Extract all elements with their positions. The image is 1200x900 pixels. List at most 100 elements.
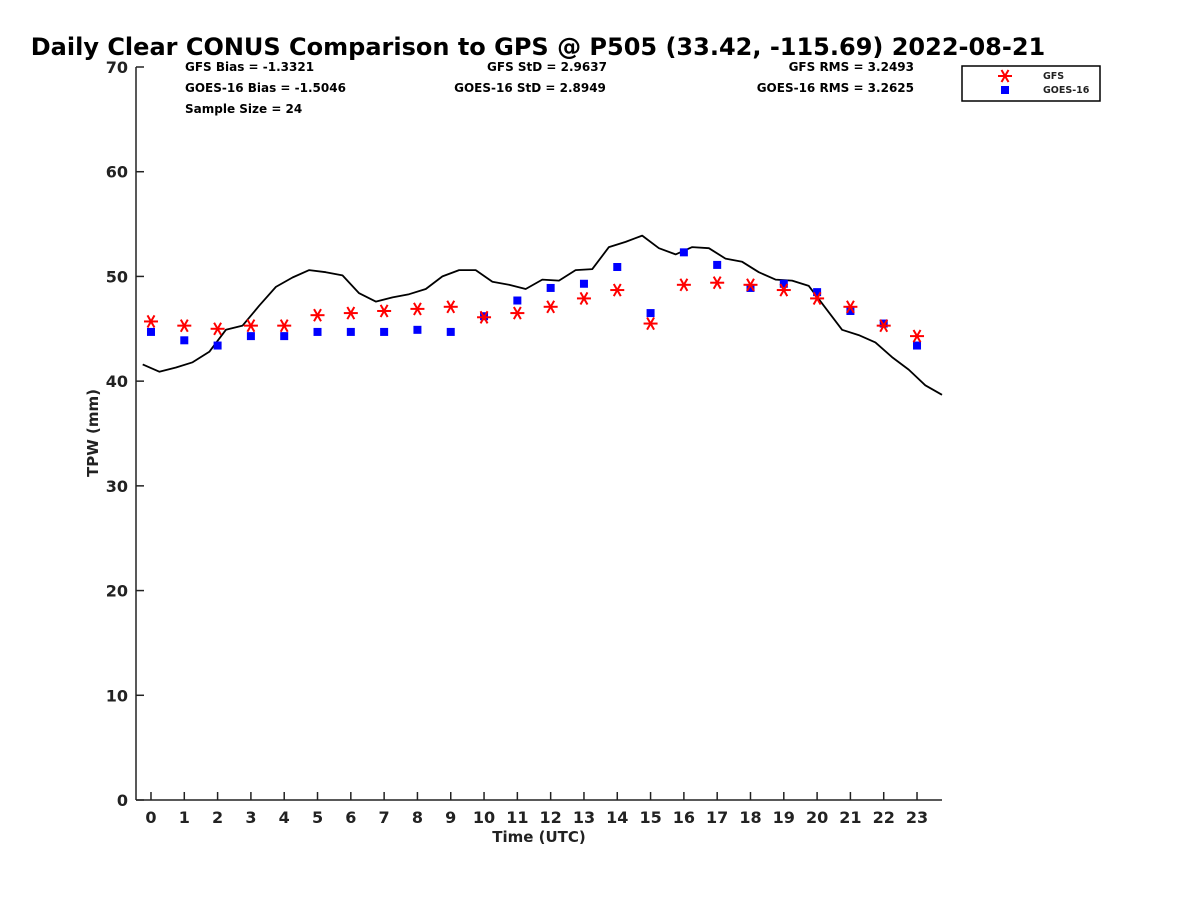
gfs-point: [610, 283, 625, 297]
gfs-std-stat: GFS StD = 2.9637: [487, 60, 607, 74]
x-axis-ticks: 0 1 2 3 4 5 6 7 8 9 10 11 12 13 14 15 16 17 18 19 20 21 22 23: [145, 792, 928, 827]
goes-16-point: [446, 327, 455, 336]
x-tick-label: 0: [145, 808, 156, 827]
x-tick-label: 7: [379, 808, 390, 827]
x-tick-label: 15: [639, 808, 661, 827]
goes-16-point: [380, 327, 389, 336]
x-tick-label: 12: [540, 808, 562, 827]
gfs-point: [143, 314, 158, 329]
x-axis-label: Time (UTC): [492, 828, 586, 846]
x-tick-label: 21: [839, 808, 861, 827]
gfs-point: [477, 310, 492, 324]
gfs-point: [843, 300, 858, 314]
gfs-point: [743, 278, 758, 292]
goes-16-point: [246, 332, 255, 341]
x-tick-label: 13: [573, 808, 595, 827]
goes-16-point: [913, 341, 922, 350]
goes-rms-stat: GOES-16 RMS = 3.2625: [757, 81, 914, 95]
goes-16-point: [346, 327, 355, 336]
goes-16-point: [813, 288, 822, 297]
y-axis-label: TPW (mm): [84, 389, 102, 477]
goes-16-point: [413, 325, 422, 334]
y-tick-label: 50: [106, 267, 128, 286]
goes-16-point: [646, 309, 655, 318]
x-tick-label: 2: [212, 808, 223, 827]
legend: GFS GOES-16: [961, 65, 1101, 102]
y-tick-label: 40: [106, 372, 128, 391]
x-tick-label: 16: [673, 808, 695, 827]
y-tick-label: 30: [106, 477, 128, 496]
y-tick-label: 0: [117, 791, 128, 810]
goes-16-point: [613, 263, 622, 272]
goes-16-point: [679, 248, 688, 257]
y-tick-label: 70: [106, 58, 128, 77]
legend-goes-marker: [1001, 86, 1009, 94]
gfs-bias-stat: GFS Bias = -1.3321: [185, 60, 314, 74]
gfs-point: [443, 300, 458, 314]
gfs-point: [676, 278, 691, 292]
goes-16-point: [546, 283, 555, 292]
goes-16-point: [579, 279, 588, 288]
y-tick-label: 60: [106, 163, 128, 182]
gfs-point: [576, 291, 591, 305]
goes-bias-stat: GOES-16 Bias = -1.5046: [185, 81, 346, 95]
goes-16-point: [846, 306, 855, 315]
x-tick-label: 9: [445, 808, 456, 827]
x-tick-label: 17: [706, 808, 728, 827]
gfs-rms-stat: GFS RMS = 3.2493: [789, 60, 914, 74]
gfs-point: [543, 300, 558, 314]
goes-16-point: [146, 327, 155, 336]
x-tick-label: 18: [739, 808, 761, 827]
gfs-point: [377, 304, 392, 318]
y-axis-ticks: 0 10 20 30 40 50 60 70: [106, 58, 144, 810]
sample-size-stat: Sample Size = 24: [185, 102, 302, 116]
gps-line: [142, 234, 943, 396]
gfs-point: [343, 306, 358, 320]
x-tick-label: 20: [806, 808, 828, 827]
x-tick-label: 11: [506, 808, 528, 827]
x-tick-label: 19: [773, 808, 795, 827]
x-tick-label: 23: [906, 808, 928, 827]
gfs-point: [410, 302, 425, 316]
goes-16-point: [879, 319, 888, 328]
gfs-point: [910, 329, 925, 343]
goes-16-point: [313, 327, 322, 336]
goes-16-point: [213, 341, 222, 350]
gfs-point: [210, 322, 225, 336]
gfs-point: [310, 308, 325, 322]
goes-16-point: [180, 336, 189, 345]
goes-16-point: [280, 332, 289, 341]
gfs-point: [510, 306, 525, 320]
gfs-point: [776, 283, 791, 297]
gfs-point: [277, 319, 292, 333]
x-tick-label: 22: [873, 808, 895, 827]
gfs-point: [710, 276, 725, 290]
gfs-point: [643, 316, 658, 331]
gfs-point: [243, 319, 258, 333]
series-layer: [142, 234, 943, 396]
x-tick-label: 14: [606, 808, 628, 827]
legend-gfs-marker: [998, 69, 1012, 83]
chart-title: Daily Clear CONUS Comparison to GPS @ P5…: [31, 33, 1045, 61]
y-tick-label: 10: [106, 686, 128, 705]
x-tick-label: 6: [345, 808, 356, 827]
legend-goes-label: GOES-16: [1043, 85, 1090, 96]
goes-16-point: [513, 296, 522, 305]
x-tick-label: 4: [279, 808, 290, 827]
x-tick-label: 1: [179, 808, 190, 827]
legend-box: [961, 65, 1101, 102]
legend-gfs-asterisk: [998, 69, 1012, 83]
goes-16-point: [779, 279, 788, 288]
x-tick-label: 5: [312, 808, 323, 827]
gfs-point: [876, 319, 891, 333]
goes-std-stat: GOES-16 StD = 2.8949: [454, 81, 606, 95]
gfs-point: [810, 291, 825, 305]
x-tick-label: 8: [412, 808, 423, 827]
legend-gfs-label: GFS: [1043, 71, 1064, 82]
y-tick-label: 20: [106, 582, 128, 601]
goes-16-point: [746, 283, 755, 292]
x-tick-label: 10: [473, 808, 495, 827]
gfs-point: [177, 319, 192, 333]
x-tick-label: 3: [245, 808, 256, 827]
